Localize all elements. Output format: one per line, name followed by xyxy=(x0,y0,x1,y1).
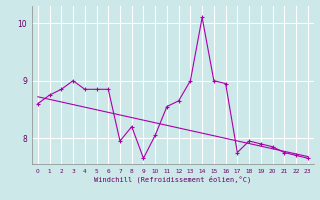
X-axis label: Windchill (Refroidissement éolien,°C): Windchill (Refroidissement éolien,°C) xyxy=(94,175,252,183)
